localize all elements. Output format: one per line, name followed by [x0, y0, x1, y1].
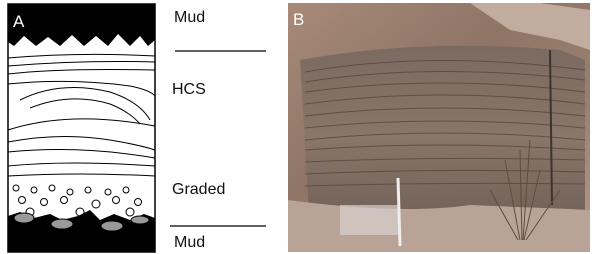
page: A Mud HCS Graded Mud B (() => { const da…	[0, 0, 598, 254]
layer-label: HCS	[172, 81, 206, 98]
clast	[131, 216, 149, 224]
clast	[14, 213, 34, 223]
scale-bar	[398, 178, 400, 246]
figure: A Mud HCS Graded Mud B	[0, 0, 598, 254]
clast	[51, 219, 73, 229]
clast	[101, 221, 123, 231]
pale-patch	[340, 205, 400, 235]
mud-top	[8, 4, 155, 46]
panel-b: B	[288, 3, 590, 252]
panel-a: A Mud HCS Graded Mud	[8, 4, 266, 252]
panel-label: A	[13, 12, 25, 31]
layer-label: Mud	[174, 9, 205, 26]
layer-label: Mud	[174, 234, 205, 251]
sandstone-bed	[300, 46, 585, 230]
panel-label: B	[293, 10, 304, 29]
layer-label: Graded	[172, 181, 225, 198]
